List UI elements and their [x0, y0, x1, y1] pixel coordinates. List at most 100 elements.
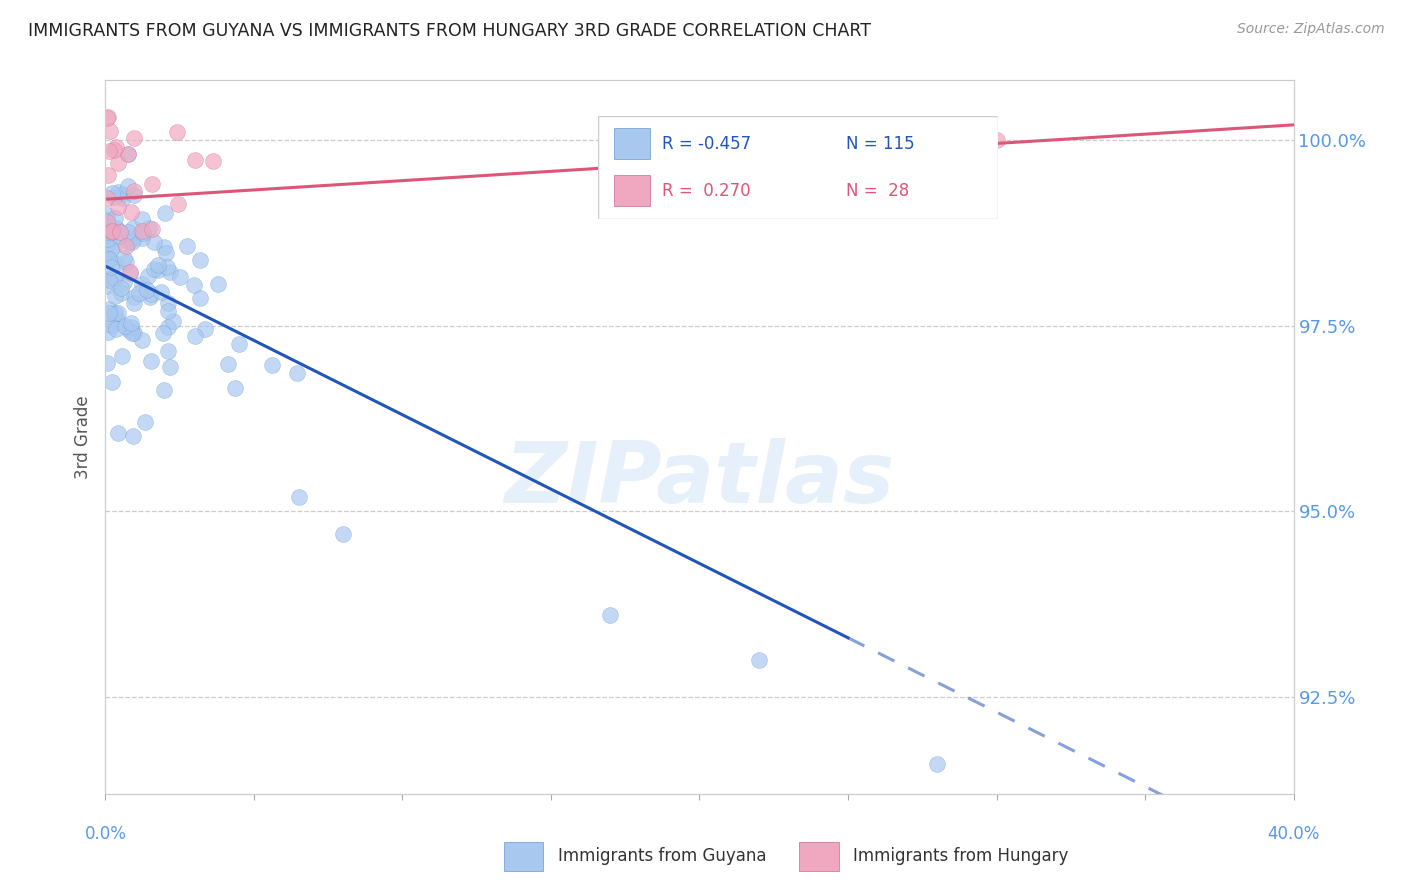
Point — [104, 306, 127, 320]
Point — [167, 197, 190, 211]
Point — [107, 185, 129, 199]
Point — [103, 190, 125, 204]
Point — [136, 283, 159, 297]
Point — [100, 225, 122, 239]
Point — [143, 262, 166, 277]
Point — [107, 223, 129, 237]
Point — [96, 271, 118, 285]
Point — [98, 235, 121, 250]
Bar — [613, 176, 650, 206]
Point — [114, 255, 136, 269]
Text: N = 115: N = 115 — [846, 135, 915, 153]
Point — [122, 326, 145, 341]
Point — [156, 260, 179, 274]
Point — [224, 381, 246, 395]
Point — [97, 326, 120, 340]
Point — [100, 318, 122, 333]
Point — [110, 286, 132, 301]
Point — [153, 383, 176, 397]
Point — [134, 415, 156, 429]
Point — [111, 186, 134, 201]
Point — [114, 239, 136, 253]
Point — [100, 260, 122, 274]
Point — [96, 213, 118, 227]
Point — [122, 220, 145, 235]
Point — [103, 307, 125, 321]
Point — [986, 133, 1008, 147]
Point — [166, 125, 188, 139]
Point — [139, 354, 162, 368]
Point — [104, 270, 127, 285]
Point — [98, 273, 121, 287]
Point — [120, 204, 142, 219]
Point — [98, 306, 121, 320]
Point — [188, 253, 211, 268]
Point — [122, 188, 145, 202]
Point — [104, 211, 127, 225]
Point — [96, 208, 118, 222]
Point — [97, 232, 120, 246]
Bar — [503, 842, 543, 871]
Point — [117, 146, 139, 161]
Point — [120, 320, 142, 334]
Point — [105, 321, 128, 335]
Point — [107, 425, 129, 440]
Point — [97, 169, 120, 183]
Point — [97, 144, 120, 158]
Point — [96, 356, 118, 370]
Point — [162, 314, 184, 328]
Point — [96, 278, 118, 293]
Point — [194, 322, 217, 336]
Point — [143, 235, 166, 249]
Point — [176, 239, 198, 253]
Point — [141, 221, 163, 235]
Point — [107, 306, 129, 320]
Point — [150, 285, 173, 299]
Point — [146, 263, 169, 277]
Text: IMMIGRANTS FROM GUYANA VS IMMIGRANTS FROM HUNGARY 3RD GRADE CORRELATION CHART: IMMIGRANTS FROM GUYANA VS IMMIGRANTS FRO… — [28, 22, 872, 40]
Text: 0.0%: 0.0% — [84, 825, 127, 843]
Point — [100, 224, 122, 238]
Point — [927, 757, 949, 772]
Text: Immigrants from Guyana: Immigrants from Guyana — [558, 847, 766, 865]
Point — [103, 143, 125, 157]
Point — [152, 326, 174, 340]
Point — [107, 156, 129, 170]
Point — [108, 228, 131, 243]
Point — [103, 317, 125, 331]
Point — [117, 178, 139, 193]
Point — [98, 252, 121, 267]
Text: Source: ZipAtlas.com: Source: ZipAtlas.com — [1237, 22, 1385, 37]
Point — [139, 286, 162, 301]
Point — [97, 111, 120, 125]
Point — [118, 323, 141, 337]
Point — [114, 318, 136, 333]
Point — [101, 375, 124, 389]
Point — [117, 225, 139, 239]
Text: 40.0%: 40.0% — [1267, 825, 1320, 843]
Point — [202, 153, 225, 168]
Point — [117, 235, 139, 250]
Bar — [799, 842, 839, 871]
Point — [122, 428, 145, 442]
Point — [100, 242, 122, 256]
Point — [207, 277, 229, 292]
Point — [97, 301, 120, 316]
Y-axis label: 3rd Grade: 3rd Grade — [75, 395, 93, 479]
Point — [131, 224, 153, 238]
Point — [107, 200, 129, 214]
Point — [96, 191, 118, 205]
Point — [146, 258, 169, 272]
Point — [96, 248, 118, 262]
Point — [112, 251, 135, 265]
Point — [124, 131, 146, 145]
Point — [110, 281, 132, 295]
Point — [100, 223, 122, 237]
Point — [748, 653, 770, 667]
Point — [118, 267, 141, 281]
Point — [131, 231, 153, 245]
Point — [184, 329, 207, 343]
Bar — [613, 128, 650, 159]
Point — [260, 358, 283, 372]
Point — [98, 252, 121, 267]
